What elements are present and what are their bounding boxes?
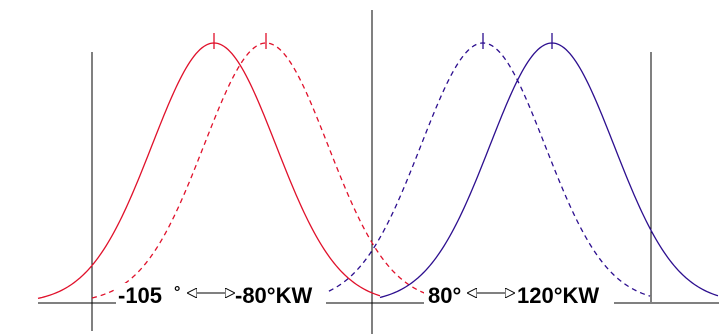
red-solid-curve bbox=[37, 42, 381, 300]
label-80: 80° bbox=[428, 283, 461, 308]
blue-solid-curve bbox=[379, 42, 719, 299]
curves-group bbox=[37, 33, 719, 300]
label-minus-80-kw: -80°KW bbox=[235, 283, 312, 308]
blue-dashed-curve bbox=[311, 42, 651, 298]
label-120-kw: 120°KW bbox=[517, 283, 599, 308]
label-minus-105: -105 bbox=[118, 283, 162, 308]
label-degree-symbol: ° bbox=[174, 284, 180, 301]
red-dashed-curve bbox=[91, 42, 433, 299]
